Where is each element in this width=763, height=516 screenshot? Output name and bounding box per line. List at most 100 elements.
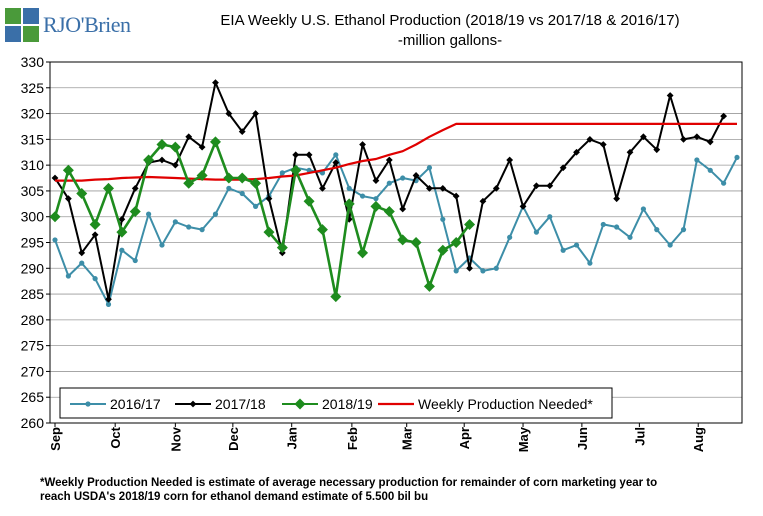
y-tick-label: 320 (21, 106, 45, 122)
data-point (129, 206, 141, 218)
data-point (118, 215, 126, 223)
chart-title: EIA Weekly U.S. Ethanol Production (2018… (220, 12, 680, 29)
data-point (79, 260, 85, 266)
x-tick-label: Aug (691, 427, 706, 452)
data-point (721, 180, 727, 186)
series-line (55, 122, 737, 182)
data-point (65, 273, 71, 279)
data-point (667, 242, 673, 248)
data-point (62, 164, 74, 176)
data-point (49, 211, 61, 223)
data-point (265, 195, 273, 203)
data-point (450, 237, 462, 248)
data-point (292, 151, 300, 159)
series-group (49, 79, 740, 307)
x-tick-label: Jul (632, 427, 647, 446)
data-point (399, 205, 407, 213)
data-point (131, 184, 139, 192)
data-point (599, 141, 607, 148)
legend-swatch-marker (85, 401, 91, 407)
data-point (533, 182, 540, 190)
y-tick-label: 305 (21, 183, 45, 199)
data-point (290, 164, 302, 176)
data-point (507, 234, 513, 240)
data-point (639, 133, 647, 141)
data-point (453, 268, 459, 274)
data-point (119, 247, 125, 253)
data-point (64, 195, 72, 203)
data-point (172, 219, 178, 225)
data-point (196, 169, 208, 181)
data-point (426, 165, 433, 171)
x-tick-label: Oct (108, 426, 123, 448)
y-tick-label: 280 (21, 312, 45, 328)
brand-logo: RJO'Brien (5, 5, 131, 45)
legend-item: Weekly Production Needed* (378, 396, 593, 412)
legend-label: 2017/18 (215, 396, 266, 412)
data-point (480, 268, 486, 274)
legend-label: Weekly Production Needed* (418, 396, 593, 412)
x-tick-label: Jan (285, 427, 300, 449)
logo-grid-icon (5, 8, 39, 42)
legend-item: 2016/17 (70, 396, 161, 412)
data-point (343, 198, 355, 210)
legend-box (59, 387, 613, 419)
data-point (209, 136, 221, 148)
brand-name: RJO'Brien (43, 12, 131, 37)
data-point (560, 247, 566, 253)
data-point (546, 182, 554, 190)
data-point (614, 224, 620, 230)
data-point (464, 218, 476, 230)
data-point (330, 291, 342, 303)
data-point (600, 221, 606, 228)
data-point (91, 231, 99, 239)
data-point (437, 244, 449, 256)
data-point (252, 110, 259, 117)
data-point (333, 152, 339, 158)
x-tick-label: Mar (400, 427, 415, 450)
data-point (159, 242, 165, 248)
data-point (132, 257, 138, 264)
data-point (386, 180, 392, 186)
y-tick-label: 270 (21, 363, 45, 379)
y-tick-label: 290 (21, 260, 45, 276)
x-tick-label: Dec (226, 427, 241, 451)
data-point (105, 301, 112, 307)
legend-item: 2017/18 (175, 396, 266, 412)
footnote-line-2: reach USDA's 2018/19 corn for ethanol de… (40, 491, 429, 503)
data-point (452, 192, 460, 200)
series-2 (49, 136, 476, 303)
data-point (440, 216, 446, 222)
data-point (519, 203, 527, 210)
data-point (373, 196, 379, 202)
y-tick-label: 300 (21, 209, 45, 225)
data-point (383, 206, 395, 218)
grid-lines (50, 61, 742, 424)
data-point (116, 226, 128, 238)
legend-label: 2016/17 (110, 396, 161, 412)
y-tick-label: 275 (21, 338, 45, 354)
data-point (613, 195, 621, 203)
data-point (105, 295, 112, 303)
data-point (587, 260, 593, 266)
x-tick-label: May (516, 426, 531, 452)
data-point (76, 188, 88, 200)
data-point (143, 154, 155, 166)
data-point (370, 200, 382, 212)
legend-swatch-marker (294, 398, 306, 410)
legend-item: 2018/19 (282, 396, 373, 412)
legend: 2016/17 2017/18 2018/19 Weekly Production N… (59, 387, 613, 419)
data-point (332, 159, 340, 166)
data-point (397, 234, 409, 246)
x-tick-label: Nov (168, 426, 183, 451)
data-point (694, 157, 700, 163)
data-point (212, 211, 219, 217)
data-point (423, 280, 435, 292)
data-point (573, 148, 580, 156)
data-point (276, 242, 288, 254)
data-point (426, 184, 433, 192)
data-point (666, 92, 674, 99)
y-tick-label: 295 (21, 235, 45, 251)
data-point (225, 110, 233, 117)
